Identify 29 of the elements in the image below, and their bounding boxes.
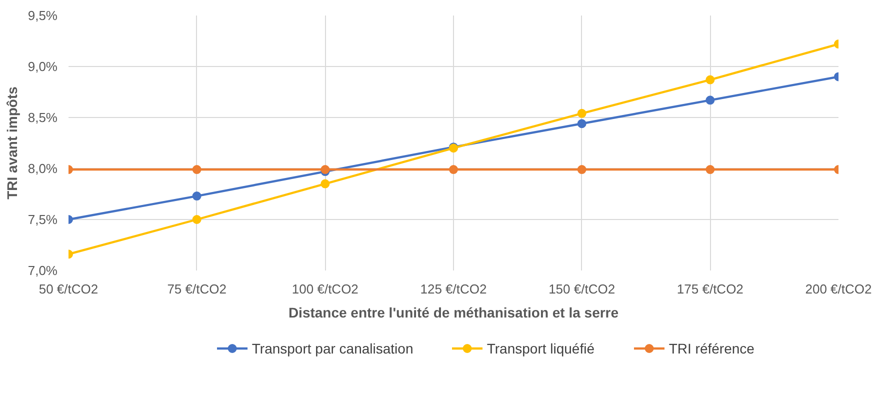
- point: [577, 165, 586, 174]
- point: [192, 192, 202, 201]
- point: [192, 215, 202, 224]
- legend-label: Transport par canalisation: [252, 340, 414, 356]
- x-tick-label: 100 €/tCO2: [292, 282, 358, 296]
- legend-label: Transport liquéfié: [486, 340, 595, 356]
- y-tick-label: 7,0%: [28, 263, 58, 278]
- x-tick-label: 75 €/tCO2: [167, 282, 226, 296]
- x-tick-label: 125 €/tCO2: [420, 282, 487, 296]
- point: [577, 119, 586, 128]
- x-tick-label: 50 €/tCO2: [38, 282, 98, 296]
- y-tick-label: 9,5%: [28, 8, 58, 23]
- point: [706, 165, 715, 174]
- point: [577, 108, 586, 118]
- y-tick-label: 8,0%: [28, 161, 58, 176]
- x-tick-label: 150 €/tCO2: [548, 282, 616, 296]
- point: [706, 75, 715, 84]
- point: [449, 165, 458, 174]
- y-tick-label: 9,0%: [28, 59, 58, 74]
- point: [192, 165, 202, 174]
- y-tick-label: 8,5%: [28, 110, 58, 125]
- legend-label: TRI référence: [668, 340, 755, 356]
- x-tick-label: 175 €/tCO2: [676, 282, 744, 296]
- point: [706, 96, 715, 105]
- point: [320, 179, 330, 188]
- x-tick-label: 200 €/tCO2: [805, 282, 872, 296]
- x-axis-title: Distance entre l'unité de méthanisation et la serre: [288, 304, 619, 320]
- y-tick-label: 7,5%: [28, 212, 58, 227]
- y-axis-title: TRI avant impôts: [4, 86, 20, 200]
